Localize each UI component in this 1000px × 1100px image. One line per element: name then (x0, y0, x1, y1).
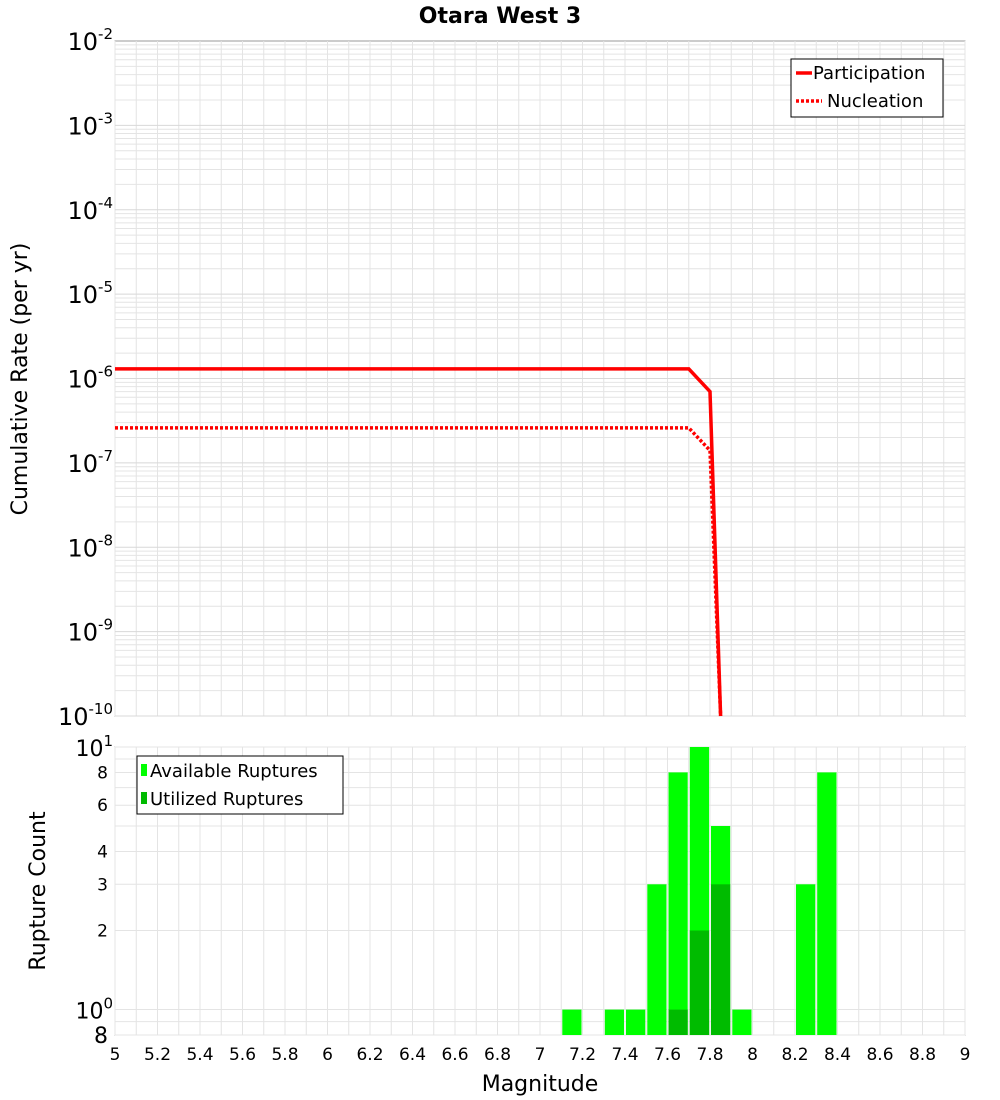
x-tick-label: 6.8 (484, 1045, 511, 1065)
chart-title: Otara West 3 (419, 4, 581, 29)
participation-line (115, 367, 723, 717)
count-y-tick-label: 100 (75, 995, 113, 1025)
x-tick-label: 5.8 (271, 1045, 298, 1065)
utilized-legend-label: Utilized Ruptures (150, 789, 303, 810)
x-tick-label: 8.4 (824, 1045, 851, 1065)
count-legend: Available Ruptures Utilized Ruptures (136, 755, 344, 815)
available-legend-swatch (141, 764, 147, 776)
rate-y-axis-label: Cumulative Rate (per yr) (8, 243, 33, 516)
x-tick-label: 5.4 (186, 1045, 213, 1065)
available-ruptures-bar (647, 884, 667, 1035)
available-ruptures-bar (604, 1009, 624, 1035)
x-tick-label: 6.2 (356, 1045, 383, 1065)
utilized-ruptures-bar (668, 1009, 688, 1035)
available-ruptures-bar (626, 1009, 646, 1035)
x-tick-label: 7.2 (569, 1045, 596, 1065)
count-y-tick-label: 3 (97, 875, 108, 895)
utilized-ruptures-bar (711, 884, 731, 1035)
x-tick-label: 7.6 (654, 1045, 681, 1065)
rate-y-tick-label: 10-7 (67, 447, 113, 478)
utilized-legend-swatch (141, 792, 147, 804)
rate-legend: Participation Nucleation (790, 58, 944, 118)
available-ruptures-bar (817, 772, 837, 1035)
participation-legend-label: Participation (813, 63, 925, 84)
count-y-axis-label: Rupture Count (26, 811, 51, 971)
available-ruptures-bar (668, 772, 688, 1035)
available-ruptures-bar (562, 1009, 582, 1035)
x-tick-label: 5.2 (144, 1045, 171, 1065)
rate-y-tick-label: 10-2 (67, 25, 113, 56)
x-tick-label: 8 (747, 1045, 758, 1065)
x-tick-labels: 5 5.2 5.4 5.6 5.8 6 6.2 6.4 6.6 6.8 7 7.2 7.4 7.6 7.8 8… (110, 1045, 971, 1065)
x-tick-label: 6 (322, 1045, 333, 1065)
x-tick-label: 8.8 (909, 1045, 936, 1065)
rate-y-tick-label: 10-5 (67, 278, 113, 309)
x-tick-label: 7.8 (696, 1045, 723, 1065)
count-y-tick-label: 8 (94, 1024, 108, 1049)
rate-y-tick-label: 10-4 (67, 194, 113, 225)
rate-series (115, 367, 723, 717)
nucleation-line (115, 426, 723, 717)
rate-panel: 10-10 10-9 10-8 10-7 10-6 10-5 10-4 10-3 10-2 Cu… (8, 25, 966, 731)
count-legend-box (136, 755, 344, 815)
utilized-ruptures-bar (689, 930, 710, 1035)
count-y-tick-label: 101 (75, 732, 113, 762)
x-tick-label: 6.6 (441, 1045, 468, 1065)
x-tick-label: 7.4 (611, 1045, 638, 1065)
rate-y-tick-label: 10-10 (58, 700, 113, 731)
available-ruptures-bar (796, 884, 816, 1035)
nucleation-legend-label: Nucleation (827, 91, 923, 112)
rate-legend-box (790, 58, 944, 118)
x-tick-label: 9 (960, 1045, 971, 1065)
x-tick-label: 5.6 (229, 1045, 256, 1065)
rate-y-tick-label: 10-8 (67, 531, 113, 562)
rate-grid (114, 41, 966, 717)
count-y-tick-label: 4 (97, 842, 108, 862)
count-y-tick-label: 2 (97, 922, 108, 942)
rate-y-tick-label: 10-6 (67, 363, 113, 394)
rate-y-tick-labels: 10-10 10-9 10-8 10-7 10-6 10-5 10-4 10-3 10-2 (58, 25, 113, 731)
count-bars (562, 747, 837, 1035)
x-tick-label: 7 (535, 1045, 546, 1065)
x-tick-label: 6.4 (399, 1045, 426, 1065)
x-tick-label: 8.6 (866, 1045, 893, 1065)
rate-y-tick-label: 10-9 (67, 616, 113, 647)
x-tick-label: 8.2 (781, 1045, 808, 1065)
x-tick-label: 5 (110, 1045, 121, 1065)
available-ruptures-bar (732, 1009, 752, 1035)
rate-y-tick-label: 10-3 (67, 109, 113, 140)
count-y-tick-label: 6 (97, 796, 108, 816)
available-legend-label: Available Ruptures (150, 761, 318, 782)
count-y-tick-label: 8 (97, 763, 108, 783)
x-axis-label: Magnitude (482, 1072, 599, 1097)
